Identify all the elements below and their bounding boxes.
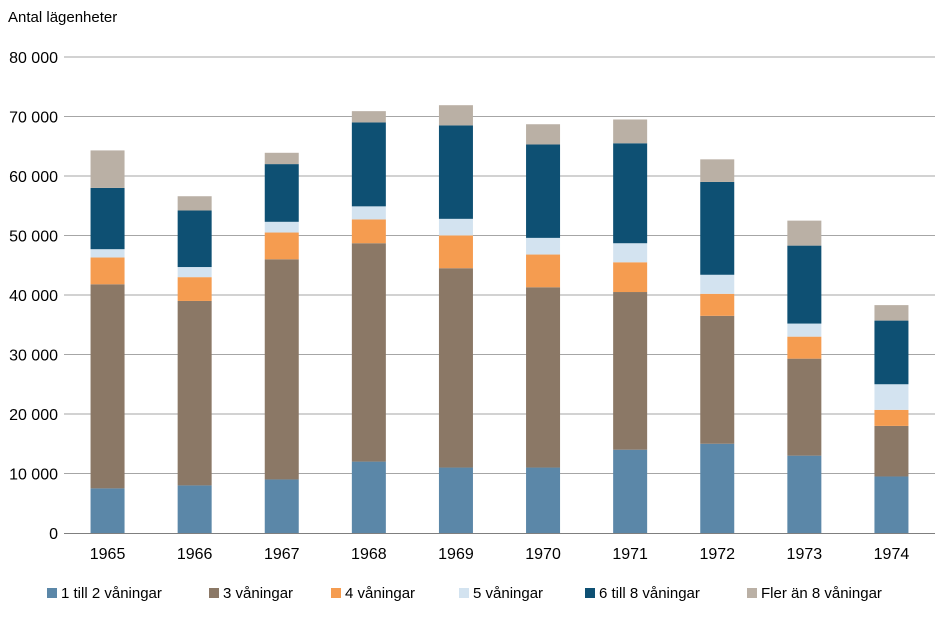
y-tick-label: 20 000 — [9, 407, 58, 424]
bar-segment — [787, 220, 822, 246]
bar-segment — [700, 274, 735, 294]
y-tick-label: 40 000 — [9, 288, 58, 305]
bar-segment — [874, 305, 909, 321]
bar-segment — [787, 358, 822, 456]
legend-swatch — [331, 588, 341, 598]
legend-label: 1 till 2 våningar — [61, 585, 162, 602]
x-tick-label: 1966 — [177, 546, 213, 563]
bar-segment — [874, 425, 909, 477]
bar-segment — [787, 245, 822, 324]
bar-segment — [351, 461, 386, 533]
legend-label: 6 till 8 våningar — [599, 585, 700, 602]
y-tick-label: 10 000 — [9, 467, 58, 484]
bar-segment — [526, 124, 561, 145]
bar-segment — [264, 164, 299, 222]
bar-segment — [787, 455, 822, 533]
legend-label: 4 våningar — [345, 585, 415, 602]
bar-segment — [264, 232, 299, 260]
bar-segment — [177, 300, 212, 486]
bar-segment — [177, 196, 212, 211]
legend-swatch — [47, 588, 57, 598]
legend-label: Fler än 8 våningar — [761, 585, 882, 602]
x-tick-label: 1973 — [787, 546, 823, 563]
bar-segment — [90, 284, 125, 489]
x-tick-labels: 1965 1966 1967 1968 1969 1970 1971 1972 1973 1974 — [90, 546, 910, 563]
legend-swatch — [209, 588, 219, 598]
bar-segment — [438, 105, 473, 126]
bar-segment — [264, 221, 299, 233]
bars — [90, 105, 909, 533]
y-tick-label: 80 000 — [9, 50, 58, 67]
bar-segment — [177, 485, 212, 533]
x-tick-label: 1968 — [351, 546, 387, 563]
bar-segment — [90, 488, 125, 533]
bar-segment — [526, 144, 561, 238]
bar-segment — [264, 479, 299, 533]
x-tick-label: 1967 — [264, 546, 300, 563]
bar-segment — [351, 243, 386, 462]
bar-segment — [613, 243, 648, 263]
x-tick-label: 1971 — [612, 546, 648, 563]
bar-segment — [613, 449, 648, 533]
bar-segment — [438, 235, 473, 269]
bar-segment — [351, 219, 386, 244]
bar-segment — [351, 111, 386, 123]
bar-segment — [438, 218, 473, 236]
x-tick-label: 1970 — [525, 546, 561, 563]
bar-segment — [787, 323, 822, 337]
legend: 1 till 2 våningar 3 våningar 4 våningar 5 v… — [47, 585, 882, 602]
bar-segment — [874, 320, 909, 385]
x-tick-label: 1974 — [874, 546, 910, 563]
bar-segment — [526, 237, 561, 255]
bar-segment — [438, 125, 473, 219]
legend-swatch — [459, 588, 469, 598]
y-tick-label: 0 — [49, 526, 58, 543]
y-tick-labels: 0 10 000 20 000 30 000 40 000 50 000 60 000 70 … — [9, 50, 58, 543]
legend-swatch — [747, 588, 757, 598]
bar-segment — [177, 210, 212, 268]
bar-segment — [613, 262, 648, 293]
x-tick-label: 1972 — [699, 546, 735, 563]
x-tick-label: 1969 — [438, 546, 474, 563]
bar-segment — [90, 150, 125, 188]
y-tick-label: 70 000 — [9, 110, 58, 127]
bar-segment — [700, 293, 735, 316]
bar-segment — [438, 467, 473, 533]
bar-segment — [526, 287, 561, 468]
legend-swatch — [585, 588, 595, 598]
bar-segment — [351, 122, 386, 207]
bar-segment — [351, 206, 386, 220]
bar-segment — [264, 152, 299, 165]
bar-segment — [700, 443, 735, 533]
bar-segment — [613, 119, 648, 144]
bar-segment — [874, 409, 909, 426]
bar-segment — [613, 292, 648, 450]
bar-segment — [90, 187, 125, 250]
bar-segment — [264, 259, 299, 480]
x-tick-label: 1965 — [90, 546, 126, 563]
bar-segment — [787, 336, 822, 359]
bar-segment — [177, 267, 212, 278]
y-tick-label: 50 000 — [9, 229, 58, 246]
y-axis-title: Antal lägenheter — [8, 9, 117, 26]
bar-segment — [874, 384, 909, 410]
bar-segment — [526, 467, 561, 533]
bar-segment — [700, 315, 735, 444]
bar-segment — [177, 277, 212, 301]
y-tick-label: 60 000 — [9, 169, 58, 186]
y-tick-label: 30 000 — [9, 348, 58, 365]
bar-segment — [700, 181, 735, 275]
bar-segment — [613, 143, 648, 244]
bar-segment — [700, 159, 735, 182]
legend-label: 5 våningar — [473, 585, 543, 602]
bar-segment — [90, 249, 125, 258]
bar-segment — [438, 268, 473, 468]
legend-label: 3 våningar — [223, 585, 293, 602]
bar-segment — [526, 254, 561, 288]
bar-segment — [90, 257, 125, 285]
bar-segment — [874, 476, 909, 533]
